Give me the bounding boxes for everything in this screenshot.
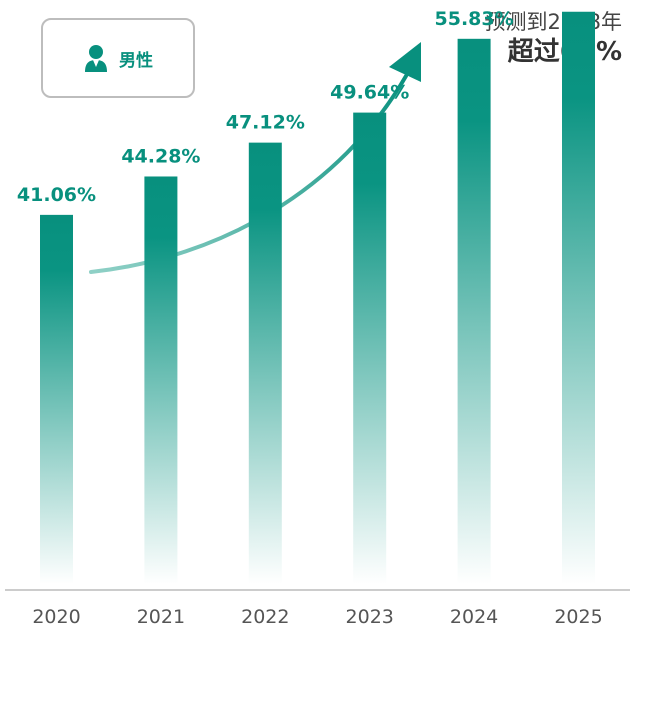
bar-2020 [40, 214, 73, 584]
bar-2024 [457, 38, 491, 585]
trend-arrow-head [389, 42, 421, 82]
data-label: 58.10% [539, 0, 618, 3]
bar-2021 [144, 176, 178, 584]
x-tick-label: 2021 [137, 606, 185, 628]
x-tick-label: 2020 [32, 606, 80, 628]
x-tick-label: 2025 [554, 606, 602, 628]
data-label: 44.28% [121, 145, 200, 167]
user-icon [85, 45, 107, 72]
bar-2025 [562, 11, 595, 585]
bar-2023 [353, 112, 387, 585]
bar-2022 [248, 142, 282, 585]
legend-label: 男性 [119, 50, 153, 71]
x-tick-label: 2023 [346, 606, 394, 628]
data-label: 55.83% [435, 8, 514, 30]
data-label: 47.12% [226, 112, 305, 134]
x-tick-label: 2024 [450, 606, 498, 628]
x-tick-label: 2022 [241, 606, 289, 628]
legend: 男性 [41, 18, 195, 98]
data-label: 41.06% [17, 184, 96, 206]
data-label: 49.64% [330, 82, 409, 104]
forecast-text: 预测到2028年 [484, 10, 622, 34]
